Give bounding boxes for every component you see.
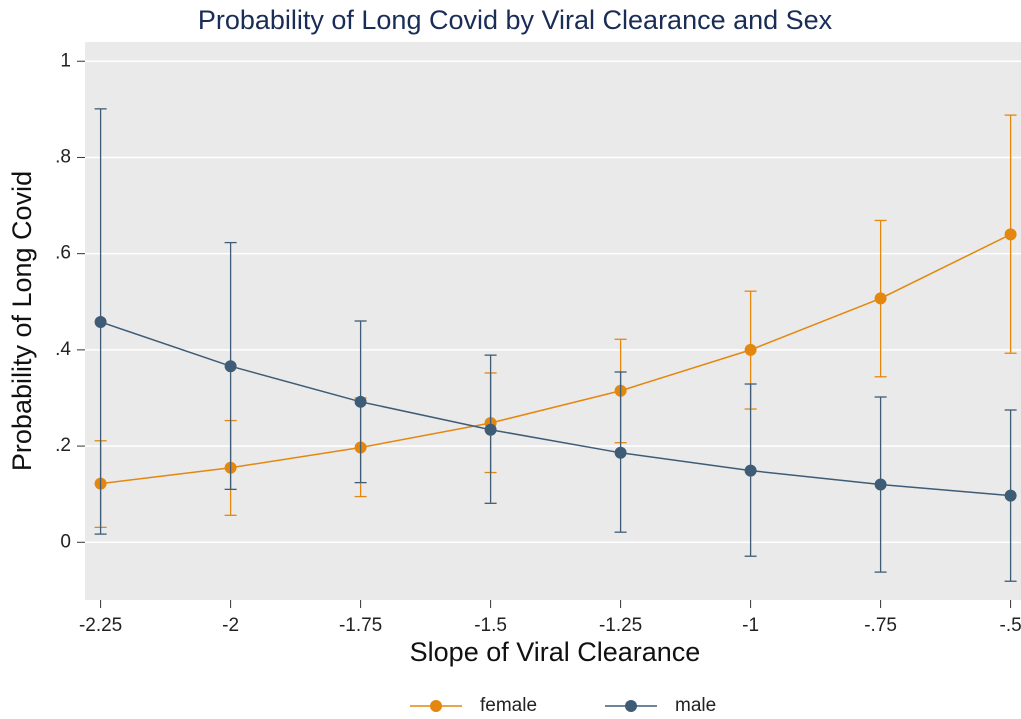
point (94, 315, 107, 328)
x-tick-label: -1.75 (339, 615, 382, 636)
plot-area (85, 42, 1021, 600)
y-tick-label: .6 (55, 243, 71, 264)
point (744, 464, 757, 477)
series-line (100, 321, 1011, 497)
y-tick-label: .4 (55, 339, 71, 360)
x-tick-label: -2.25 (79, 615, 122, 636)
point (224, 360, 237, 373)
y-axis-title: Probability of Long Covid (7, 171, 37, 471)
point (874, 478, 887, 491)
y-tick-label: .8 (55, 146, 71, 167)
point (744, 343, 757, 356)
legend-label: female (480, 695, 537, 716)
y-tick-label: 1 (60, 50, 71, 71)
x-tick-label: -.5 (1000, 615, 1021, 636)
x-tick-label: -1.25 (599, 615, 642, 636)
x-tick-label: -.75 (864, 615, 897, 636)
x-tick-label: -1.5 (474, 615, 507, 636)
point (1004, 489, 1017, 502)
legend-label: male (675, 695, 716, 716)
point (874, 292, 887, 305)
point (354, 395, 367, 408)
series-line (100, 233, 1011, 485)
legend-marker (625, 700, 637, 712)
legend-marker (430, 700, 442, 712)
y-tick-label: 0 (60, 531, 71, 552)
x-tick-label: -1 (742, 615, 759, 636)
chart-title: Probability of Long Covid by Viral Clear… (198, 5, 833, 35)
x-axis-title: Slope of Viral Clearance (410, 637, 701, 667)
point (614, 446, 627, 459)
x-tick-label: -2 (222, 615, 239, 636)
point (1004, 228, 1017, 241)
point (484, 423, 497, 436)
y-tick-label: .2 (55, 435, 71, 456)
